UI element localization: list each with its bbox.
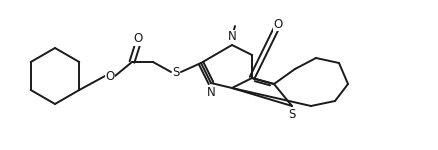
- Text: O: O: [105, 69, 114, 82]
- Text: O: O: [273, 18, 282, 30]
- Text: O: O: [133, 33, 142, 45]
- Text: N: N: [227, 30, 236, 44]
- Text: S: S: [288, 108, 295, 122]
- Text: N: N: [206, 85, 215, 99]
- Text: S: S: [172, 66, 179, 78]
